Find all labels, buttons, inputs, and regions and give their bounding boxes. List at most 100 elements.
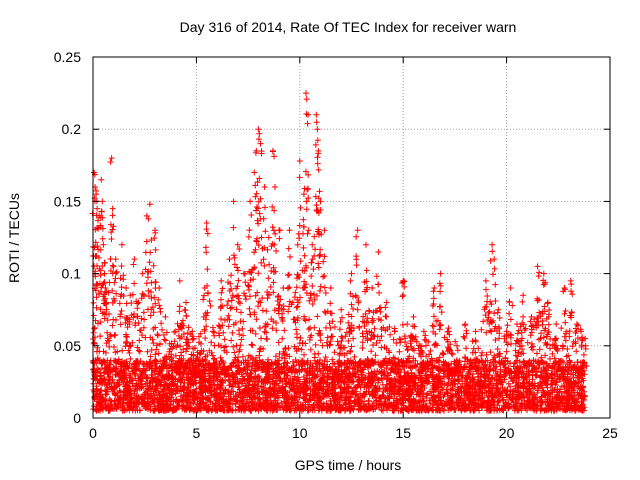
data-point: [467, 357, 474, 364]
data-point: [510, 363, 517, 370]
data-point: [359, 345, 366, 352]
data-point: [449, 387, 456, 394]
data-point: [409, 378, 416, 385]
data-point: [537, 397, 544, 404]
data-point: [416, 350, 423, 357]
data-point: [228, 364, 235, 371]
data-point: [348, 313, 355, 320]
data-point: [288, 398, 295, 405]
data-point: [383, 405, 390, 412]
data-point: [99, 359, 106, 366]
data-point: [482, 384, 489, 391]
data-point: [345, 365, 352, 372]
data-point: [233, 285, 240, 292]
data-point: [494, 402, 501, 409]
data-point: [317, 330, 324, 337]
data-point: [199, 368, 206, 375]
data-point: [540, 388, 547, 395]
data-point: [263, 308, 270, 315]
data-point: [326, 364, 333, 371]
data-point: [289, 382, 296, 389]
data-point: [270, 397, 277, 404]
data-point: [247, 327, 254, 334]
data-point: [258, 259, 265, 266]
data-point: [307, 292, 314, 299]
data-point: [467, 364, 474, 371]
data-point: [139, 383, 146, 390]
data-point: [529, 376, 536, 383]
data-point: [321, 365, 328, 372]
data-point: [455, 390, 462, 397]
data-point: [293, 345, 300, 352]
data-point: [460, 333, 467, 340]
data-point: [542, 352, 549, 359]
data-point: [190, 399, 197, 406]
data-point: [558, 325, 565, 332]
data-point: [491, 352, 498, 359]
data-point: [365, 376, 372, 383]
data-point: [371, 325, 378, 332]
data-point: [537, 335, 544, 342]
data-point: [315, 398, 322, 405]
data-point: [190, 381, 197, 388]
data-point: [263, 368, 270, 375]
data-point: [242, 296, 249, 303]
data-point: [407, 364, 414, 371]
data-point: [403, 343, 410, 350]
data-point: [218, 406, 225, 413]
data-point: [427, 400, 434, 407]
data-point: [454, 362, 461, 369]
data-point: [93, 407, 100, 414]
data-point: [104, 381, 111, 388]
data-point: [431, 357, 438, 364]
data-point: [554, 402, 561, 409]
data-point: [365, 400, 372, 407]
data-point: [250, 384, 257, 391]
data-point: [332, 366, 339, 373]
data-point: [397, 366, 404, 373]
data-point: [184, 371, 191, 378]
data-point: [106, 337, 113, 344]
data-point: [223, 397, 230, 404]
data-point: [289, 358, 296, 365]
data-point: [471, 363, 478, 370]
data-point: [397, 339, 404, 346]
data-point: [554, 386, 561, 393]
data-point: [290, 362, 297, 369]
data-point: [456, 378, 463, 385]
data-point: [254, 289, 261, 296]
data-point: [431, 378, 438, 385]
data-point: [151, 369, 158, 376]
data-point: [423, 391, 430, 398]
data-point: [136, 348, 143, 355]
data-point: [116, 300, 123, 307]
data-point: [579, 400, 586, 407]
data-point: [133, 361, 140, 368]
data-point: [194, 401, 201, 408]
data-point: [542, 379, 549, 386]
data-point: [534, 368, 541, 375]
data-point: [409, 387, 416, 394]
data-point: [470, 345, 477, 352]
data-point: [311, 296, 318, 303]
data-point: [167, 405, 174, 412]
data-point: [558, 399, 565, 406]
data-point: [539, 378, 546, 385]
data-point: [382, 372, 389, 379]
data-point: [300, 383, 307, 390]
data-point: [158, 387, 165, 394]
data-point: [109, 368, 116, 375]
data-point: [444, 362, 451, 369]
data-point: [228, 396, 235, 403]
data-point: [369, 370, 376, 377]
data-point: [256, 352, 263, 359]
data-point: [114, 392, 121, 399]
data-point: [444, 381, 451, 388]
data-point: [553, 404, 560, 411]
data-point: [231, 356, 238, 363]
data-point: [345, 337, 352, 344]
data-point: [340, 386, 347, 393]
data-point: [112, 317, 119, 324]
data-point: [490, 361, 497, 368]
